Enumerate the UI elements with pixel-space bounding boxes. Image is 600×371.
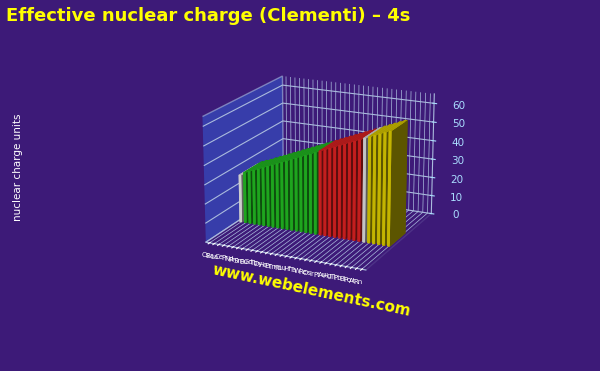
Text: nuclear charge units: nuclear charge units	[13, 113, 23, 221]
Text: www.webelements.com: www.webelements.com	[211, 262, 413, 319]
Text: Effective nuclear charge (Clementi) – 4s: Effective nuclear charge (Clementi) – 4s	[6, 7, 410, 26]
